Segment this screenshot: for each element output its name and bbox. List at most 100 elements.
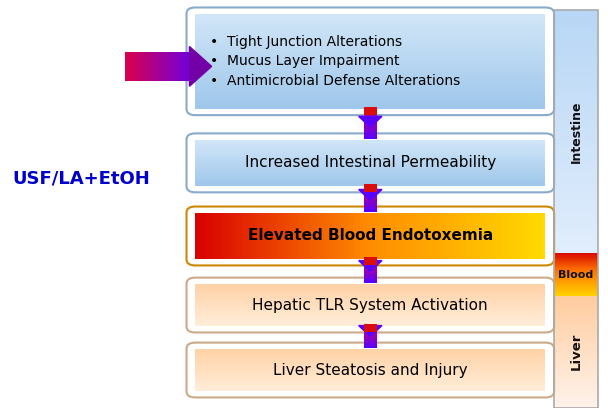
Bar — [402, 213, 406, 259]
Bar — [554, 274, 598, 275]
Bar — [195, 169, 545, 170]
Bar — [195, 293, 545, 294]
Bar — [195, 299, 545, 300]
Bar — [195, 296, 545, 297]
Bar — [554, 396, 598, 398]
Bar — [364, 111, 377, 112]
Bar — [342, 213, 346, 259]
Bar — [364, 263, 377, 264]
Bar — [475, 213, 479, 259]
Bar — [195, 356, 545, 357]
Bar — [159, 52, 163, 81]
Bar — [364, 280, 377, 281]
Bar — [195, 359, 545, 360]
Bar — [378, 213, 381, 259]
Bar — [423, 213, 426, 259]
Bar — [554, 258, 598, 259]
Bar — [364, 258, 377, 259]
Bar — [195, 167, 545, 168]
Bar — [554, 307, 598, 309]
Bar — [554, 264, 598, 265]
Bar — [364, 260, 377, 261]
Bar — [195, 304, 545, 305]
Bar — [364, 338, 377, 339]
Bar — [258, 213, 262, 259]
Bar — [364, 187, 377, 188]
Bar — [364, 280, 377, 281]
Bar — [554, 300, 598, 301]
Bar — [132, 52, 135, 81]
Bar — [554, 183, 598, 186]
Bar — [364, 344, 377, 345]
Bar — [554, 402, 598, 404]
Polygon shape — [359, 189, 382, 200]
Bar — [426, 213, 430, 259]
Bar — [364, 264, 377, 265]
Bar — [364, 112, 377, 114]
Bar — [364, 274, 377, 275]
Bar — [195, 387, 545, 388]
Bar — [367, 213, 370, 259]
Bar — [554, 290, 598, 291]
Bar — [195, 286, 545, 287]
Bar — [195, 370, 545, 371]
Bar — [554, 52, 598, 55]
Bar — [364, 346, 377, 348]
Bar — [554, 25, 598, 28]
Bar — [183, 52, 186, 81]
Bar — [269, 213, 272, 259]
Bar — [364, 107, 377, 115]
Bar — [364, 331, 377, 332]
Bar — [364, 267, 377, 268]
Bar — [554, 266, 598, 267]
Bar — [364, 210, 377, 211]
Bar — [195, 98, 545, 99]
Bar — [554, 280, 598, 281]
Bar — [172, 52, 176, 81]
Bar — [195, 357, 545, 358]
Bar — [237, 213, 241, 259]
Bar — [195, 307, 545, 308]
Bar — [364, 327, 377, 328]
Bar — [265, 213, 269, 259]
Text: Hepatic TLR System Activation: Hepatic TLR System Activation — [252, 297, 488, 312]
Bar — [364, 190, 377, 191]
Bar — [554, 261, 598, 262]
Bar — [364, 129, 377, 130]
Bar — [554, 263, 598, 264]
Bar — [195, 181, 545, 182]
Bar — [554, 357, 598, 359]
Bar — [554, 223, 598, 226]
Bar — [364, 194, 377, 196]
Bar — [468, 213, 472, 259]
Bar — [195, 38, 545, 39]
Bar — [398, 213, 402, 259]
Bar — [554, 273, 598, 274]
Bar — [364, 202, 377, 203]
Bar — [155, 52, 159, 81]
Bar — [554, 315, 598, 317]
Bar — [168, 52, 171, 81]
Bar — [195, 145, 545, 146]
Bar — [535, 213, 538, 259]
Bar — [364, 340, 377, 342]
Bar — [364, 268, 377, 269]
Bar — [554, 186, 598, 189]
Bar — [279, 213, 283, 259]
Bar — [364, 125, 377, 126]
Bar — [195, 18, 545, 20]
Bar — [364, 206, 377, 207]
Bar — [195, 369, 545, 370]
Bar — [364, 189, 377, 190]
Bar — [195, 95, 545, 96]
Bar — [554, 146, 598, 150]
Bar — [364, 336, 377, 337]
Bar — [554, 259, 598, 260]
Bar — [554, 107, 598, 110]
Bar — [195, 367, 545, 368]
Bar — [554, 295, 598, 296]
Bar — [364, 326, 377, 327]
Bar — [554, 276, 598, 277]
Bar — [195, 306, 545, 307]
Bar — [554, 378, 598, 380]
